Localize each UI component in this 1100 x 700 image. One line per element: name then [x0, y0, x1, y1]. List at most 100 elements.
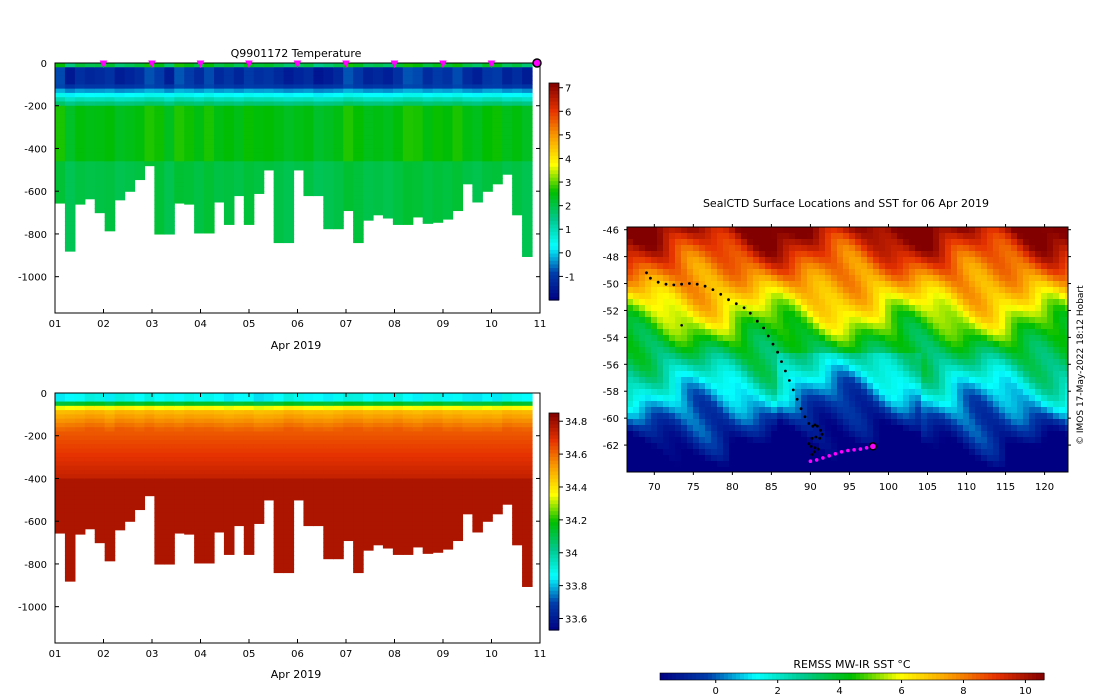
profile-column: [373, 393, 384, 546]
section-cell: [64, 148, 76, 154]
section-cell: [194, 410, 205, 415]
section-cell: [353, 538, 364, 544]
section-cell: [283, 67, 295, 73]
section-cell: [502, 135, 513, 141]
sst-cell: [921, 317, 928, 324]
section-cell: [94, 135, 106, 141]
sst-cell: [1005, 251, 1012, 258]
sst-cell: [777, 287, 784, 294]
section-cell: [313, 105, 324, 111]
section-cell: [74, 148, 86, 154]
section-cell: [194, 84, 205, 90]
section-cell: [442, 178, 454, 184]
section-cell: [164, 101, 175, 107]
section-cell: [253, 474, 265, 480]
section-cell: [94, 204, 106, 209]
sst-cell: [903, 287, 910, 294]
section-cell: [323, 465, 334, 471]
section-cell: [472, 452, 483, 458]
sst-cell: [699, 317, 706, 324]
section-cell: [94, 521, 106, 527]
sst-cell: [939, 317, 946, 324]
sst-cell: [807, 305, 814, 312]
section-cell: [74, 529, 86, 535]
section-cell: [512, 393, 523, 398]
section-cell: [104, 161, 116, 167]
sst-cell: [639, 263, 646, 270]
section-cell: [273, 178, 285, 184]
section-cell: [522, 581, 533, 586]
section-cell: [412, 444, 424, 450]
section-cell: [194, 165, 205, 171]
section-cell: [214, 504, 225, 509]
section-cell: [502, 101, 513, 107]
section-cell: [472, 139, 483, 145]
section-cell: [313, 401, 324, 407]
section-cell: [74, 499, 86, 505]
sst-cell: [801, 305, 808, 312]
section-cell: [353, 440, 364, 445]
section-cell: [223, 182, 235, 188]
section-cell: [124, 504, 136, 509]
section-cell: [512, 499, 523, 505]
section-cell: [373, 469, 384, 475]
sst-cell: [795, 275, 802, 282]
section-cell: [432, 131, 444, 137]
section-cell: [512, 397, 523, 403]
section-cell: [303, 435, 314, 441]
section-cell: [94, 174, 106, 179]
sst-cell: [987, 311, 994, 318]
section-cell: [353, 127, 364, 132]
section-cell: [452, 414, 464, 420]
section-cell: [55, 525, 66, 531]
section-cell: [402, 139, 414, 145]
section-cell: [233, 127, 245, 132]
section-cell: [283, 105, 295, 111]
sst-cell: [1005, 311, 1012, 318]
section-cell: [204, 144, 215, 150]
section-cell: [382, 131, 394, 137]
sst-cell: [1005, 227, 1012, 234]
section-cell: [353, 474, 364, 480]
section-cell: [184, 63, 195, 68]
section-cell: [522, 144, 533, 150]
section-cell: [184, 191, 195, 197]
section-cell: [522, 255, 533, 257]
section-cell: [94, 469, 106, 475]
sst-cell: [975, 245, 982, 252]
section-cell: [422, 495, 434, 501]
section-cell: [184, 127, 195, 132]
section-cell: [184, 521, 195, 527]
section-cell: [114, 401, 126, 407]
section-cell: [333, 84, 344, 90]
section-cell: [273, 474, 285, 480]
section-cell: [134, 393, 146, 398]
section-cell: [432, 410, 444, 415]
section-cell: [263, 431, 275, 437]
sst-cell: [969, 299, 976, 306]
colorbar-segment: [549, 582, 559, 588]
section-cell: [502, 418, 513, 424]
section-cell: [174, 487, 185, 492]
sst-cell: [933, 233, 940, 240]
section-cell: [214, 525, 225, 531]
section-cell: [134, 478, 146, 484]
section-cell: [154, 525, 165, 531]
sst-cell: [669, 245, 676, 252]
section-cell: [174, 148, 185, 154]
profile-column: [382, 393, 394, 549]
section-cell: [174, 199, 185, 204]
section-cell: [482, 452, 493, 458]
section-cell: [174, 84, 185, 90]
sst-cell: [897, 251, 904, 258]
sst-cell: [1017, 263, 1024, 270]
section-cell: [283, 238, 295, 244]
section-cell: [184, 186, 195, 192]
section-cell: [94, 465, 106, 471]
section-cell: [124, 80, 136, 85]
section-cell: [353, 105, 364, 111]
section-cell: [104, 469, 116, 475]
section-cell: [94, 478, 106, 484]
section-cell: [164, 516, 175, 522]
section-cell: [55, 512, 66, 518]
